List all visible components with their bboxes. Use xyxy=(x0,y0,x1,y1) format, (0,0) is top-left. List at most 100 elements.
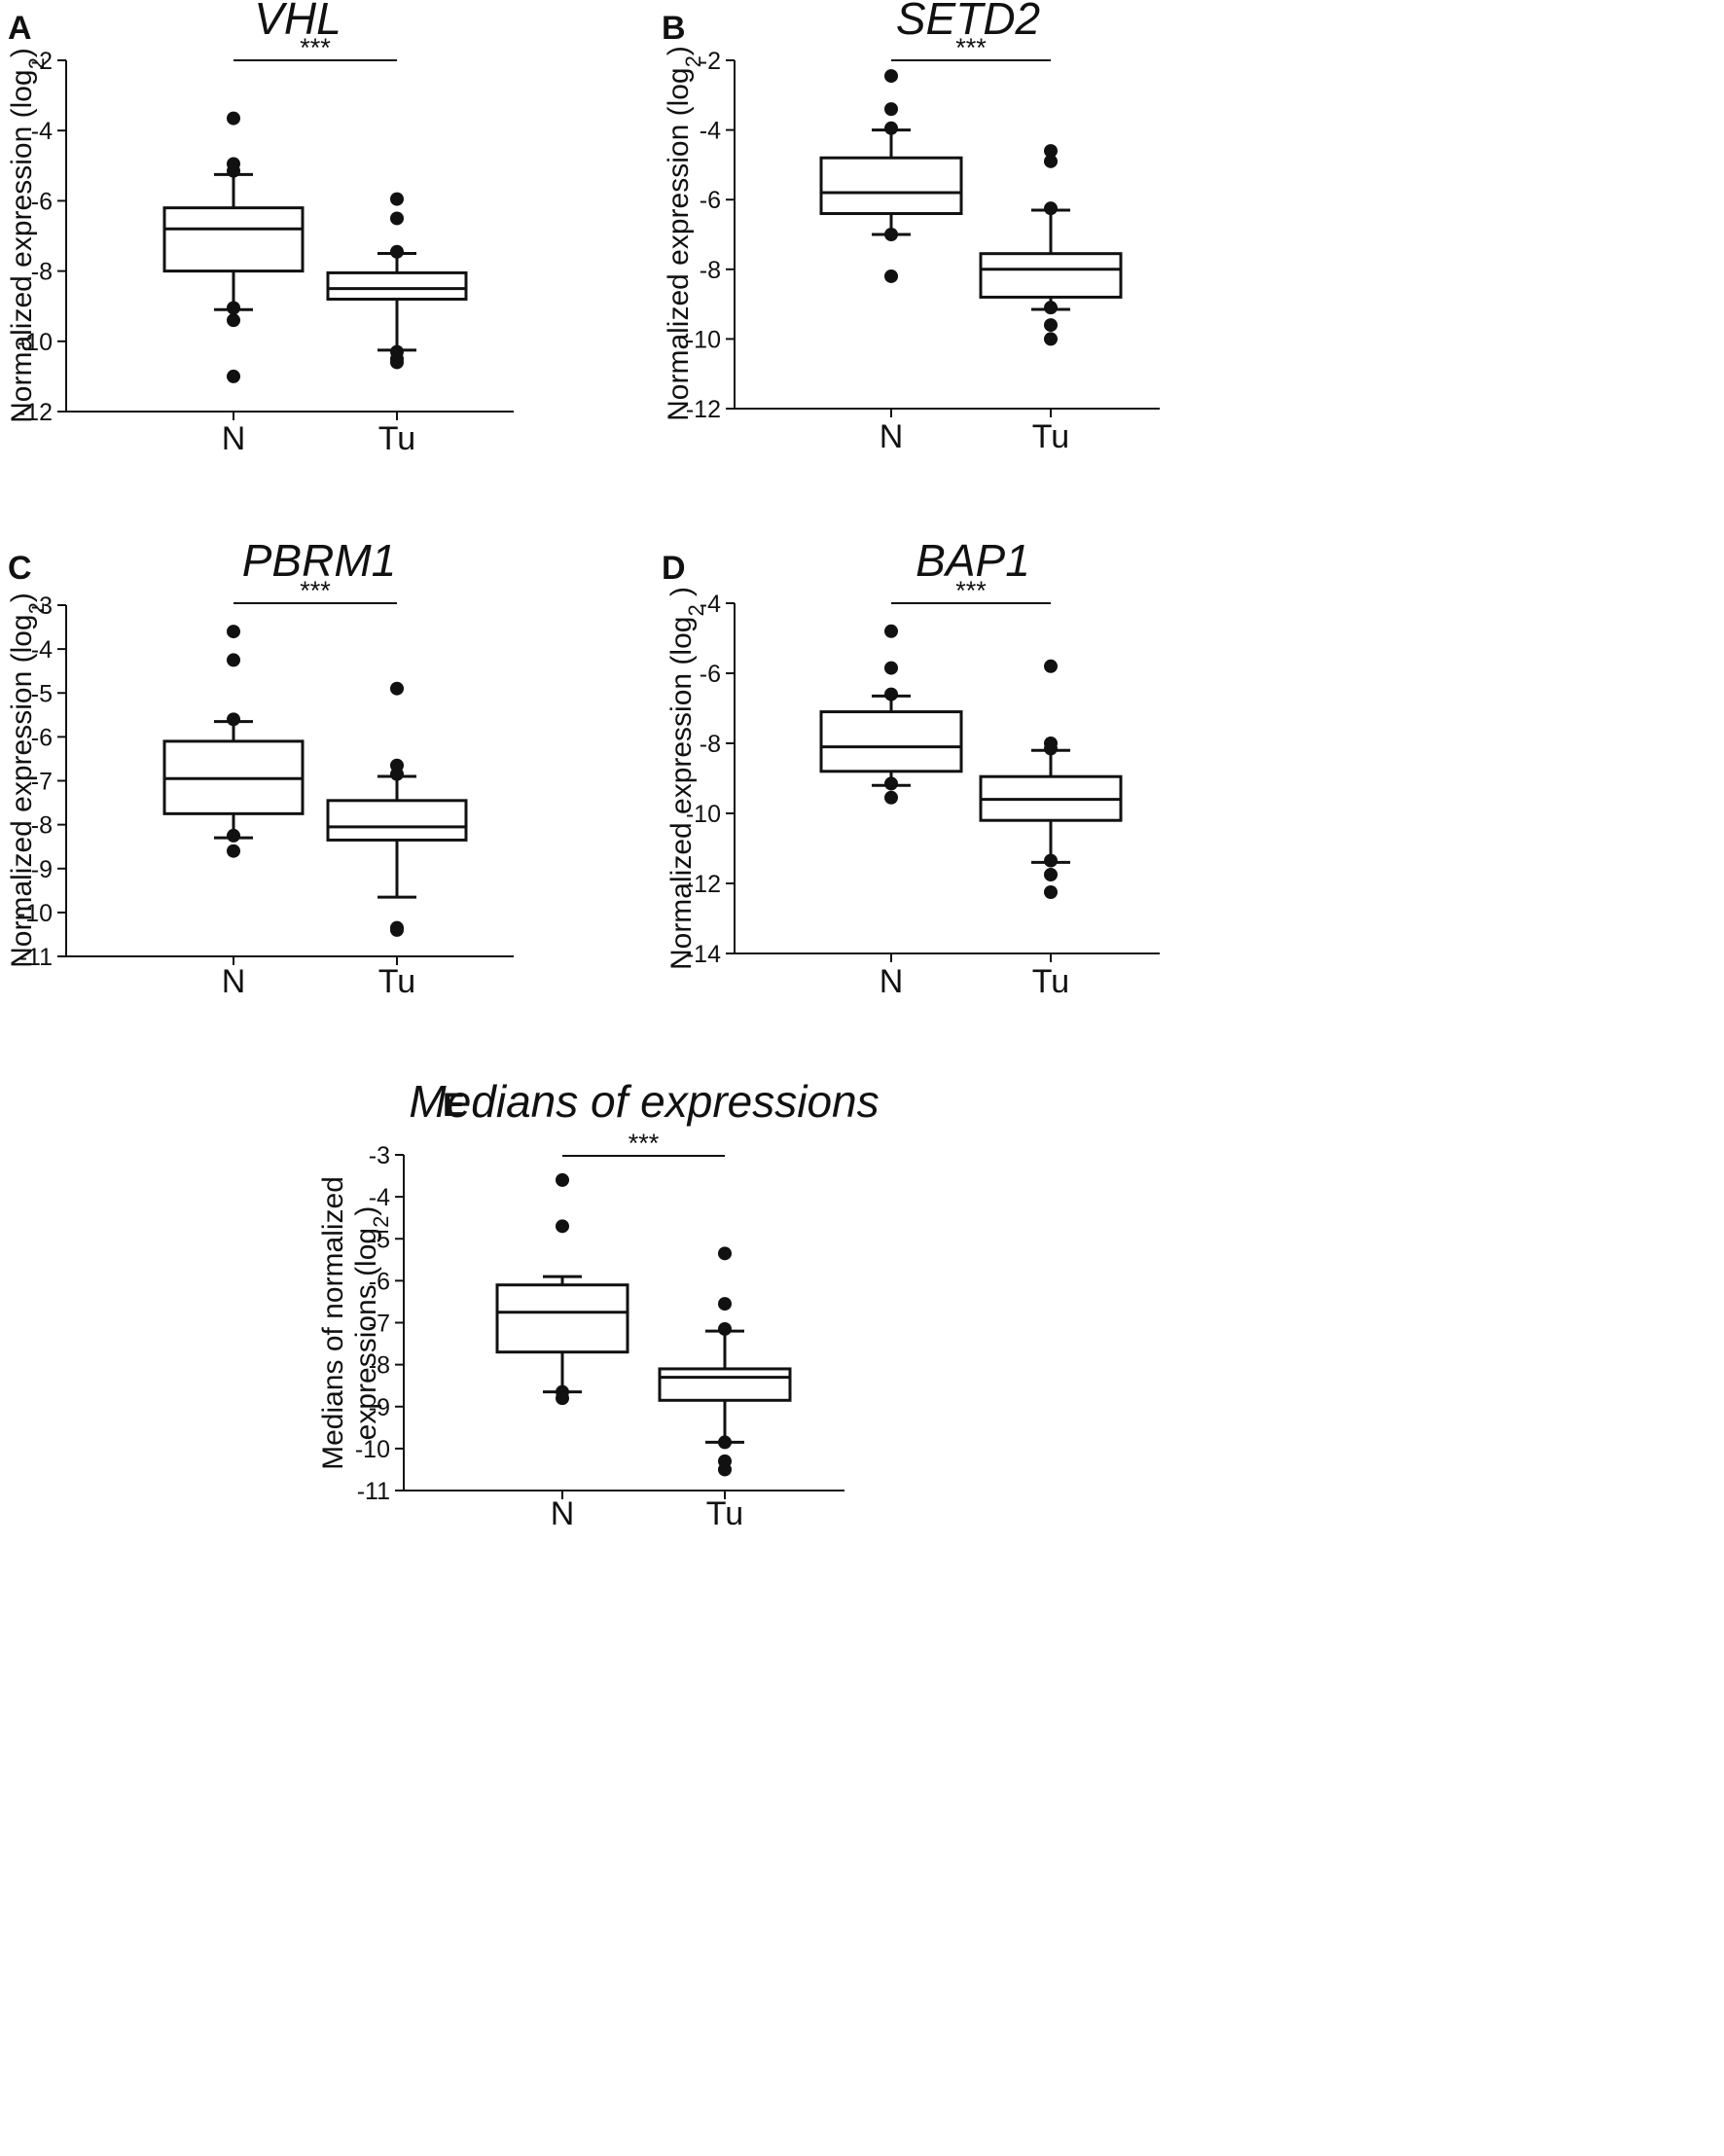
x-tick-label: N xyxy=(551,1495,575,1532)
outlier-point xyxy=(718,1321,732,1336)
panel-b: B SETD2 -2 -4 -6 -8 -10 -12 N Tu Normalized expres… xyxy=(662,0,1160,455)
outlier-point xyxy=(884,776,898,791)
outlier-point xyxy=(227,712,240,727)
y-tick-label: -8 xyxy=(700,731,721,758)
outlier-point xyxy=(1044,144,1058,159)
outlier-point xyxy=(1044,318,1058,333)
significance-label: *** xyxy=(955,33,987,62)
outlier-point xyxy=(884,661,898,675)
y-tick-label: -8 xyxy=(31,812,53,840)
y-tick-label: -8 xyxy=(369,1352,390,1380)
outlier-point xyxy=(227,653,240,667)
box-tu xyxy=(326,681,468,937)
outlier-point xyxy=(227,313,240,328)
y-axis-label: Normalized expression (log2) xyxy=(6,593,49,968)
outlier-point xyxy=(1044,868,1058,881)
y-tick-label: -11 xyxy=(357,1478,390,1505)
outlier-point xyxy=(1044,332,1058,346)
outlier-point xyxy=(1044,301,1058,315)
significance-label: *** xyxy=(300,576,331,605)
box-tu xyxy=(979,659,1123,899)
y-tick-label: -4 xyxy=(369,1184,390,1211)
y-tick-label: -4 xyxy=(31,636,53,664)
x-tick-label: Tu xyxy=(1032,963,1069,1000)
outlier-point xyxy=(227,369,240,383)
panel-letter: D xyxy=(662,550,686,587)
outlier-point xyxy=(884,69,898,84)
panel-letter: E xyxy=(443,1087,465,1124)
outlier-point xyxy=(884,121,898,135)
outlier-point xyxy=(390,355,404,370)
y-tick-label: -6 xyxy=(700,661,721,688)
box-iqr xyxy=(495,1283,629,1354)
outlier-point xyxy=(1044,741,1058,756)
y-tick-label: -2 xyxy=(31,48,53,75)
y-tick-label: -3 xyxy=(31,593,53,620)
y-tick-label: -7 xyxy=(369,1311,390,1338)
box-tu xyxy=(658,1246,792,1477)
outlier-point xyxy=(1044,885,1058,899)
box-n xyxy=(819,624,963,805)
x-tick-label: N xyxy=(880,963,904,1000)
y-tick-label: -9 xyxy=(369,1394,390,1421)
outlier-point xyxy=(556,1172,569,1187)
y-tick-label: -14 xyxy=(686,941,721,968)
outlier-point xyxy=(227,844,240,858)
y-tick-label: -5 xyxy=(31,680,53,707)
y-tick-label: -6 xyxy=(700,187,721,214)
box-iqr xyxy=(326,270,468,301)
panel-a: A VHL -2 -4 -6 -8 -10 -12 N Tu Normalized expressi… xyxy=(6,0,514,457)
y-axis-label: Medians of normalizedexpressions (log2) xyxy=(317,1176,393,1470)
y-tick-label: -4 xyxy=(700,591,721,618)
significance-label: *** xyxy=(629,1129,660,1158)
y-tick-label: -2 xyxy=(700,48,721,75)
y-tick-label: -9 xyxy=(31,856,53,883)
panel-d: D BAP1 -4 -6 -8 -10 -12 -14 N Tu Normalized expres… xyxy=(662,535,1160,1000)
outlier-point xyxy=(1044,201,1058,216)
panel-title: VHL xyxy=(254,0,341,44)
y-tick-label: -5 xyxy=(369,1226,390,1253)
outlier-point xyxy=(884,687,898,701)
outlier-point xyxy=(390,767,404,781)
box-n xyxy=(162,625,305,858)
y-tick-label: -10 xyxy=(686,801,721,828)
panel-letter: B xyxy=(662,10,686,47)
panel-title: PBRM1 xyxy=(242,535,396,586)
box-n xyxy=(495,1172,629,1406)
y-tick-label: -8 xyxy=(31,259,53,286)
box-iqr xyxy=(979,252,1123,299)
outlier-point xyxy=(884,269,898,283)
outlier-point xyxy=(390,211,404,226)
outlier-point xyxy=(1044,154,1058,168)
box-tu xyxy=(979,144,1123,346)
outlier-point xyxy=(1044,659,1058,673)
x-tick-label: Tu xyxy=(706,1495,743,1532)
outlier-point xyxy=(227,828,240,843)
y-tick-label: -11 xyxy=(19,944,53,971)
panel-letter: A xyxy=(8,10,32,47)
y-tick-label: -7 xyxy=(31,769,53,796)
significance-label: *** xyxy=(955,576,987,605)
outlier-point xyxy=(556,1219,569,1234)
panel-letter: C xyxy=(8,550,32,587)
y-axis-label: Normalized expression (log2 ) xyxy=(665,587,708,970)
outlier-point xyxy=(718,1435,732,1450)
panel-title: BAP1 xyxy=(916,535,1030,586)
x-tick-label: Tu xyxy=(378,963,415,1000)
outlier-point xyxy=(718,1462,732,1477)
x-tick-label: N xyxy=(880,418,904,455)
box-tu xyxy=(326,192,468,370)
outlier-point xyxy=(227,163,240,178)
y-tick-label: -6 xyxy=(31,188,53,215)
outlier-point xyxy=(390,244,404,259)
y-tick-label: -10 xyxy=(18,329,53,356)
y-tick-label: -6 xyxy=(31,724,53,751)
outlier-point xyxy=(390,681,404,696)
y-tick-label: -10 xyxy=(355,1436,390,1463)
outlier-point xyxy=(718,1297,732,1312)
box-n xyxy=(162,111,305,383)
box-iqr xyxy=(819,156,963,216)
x-tick-label: N xyxy=(222,963,246,1000)
outlier-point xyxy=(718,1246,732,1261)
